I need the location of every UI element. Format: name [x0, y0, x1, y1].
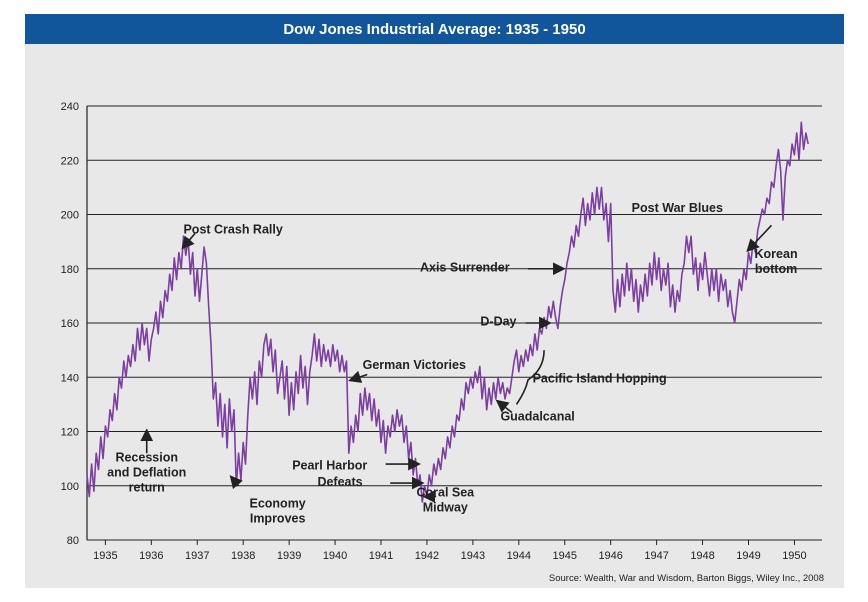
annotation-text: Post Crash Rally — [183, 222, 282, 236]
x-tick-label: 1942 — [415, 550, 439, 562]
annotation-pearl-harbor: Pearl Harbor — [292, 457, 421, 472]
annotation-text: Recession — [115, 450, 178, 464]
y-tick-label: 200 — [61, 210, 79, 222]
annotation-text: Defeats — [317, 475, 362, 489]
x-tick-label: 1949 — [736, 550, 760, 562]
annotation-text: return — [129, 480, 165, 494]
annotation-text: Pacific Island Hopping — [533, 372, 667, 386]
x-tick-label: 1943 — [461, 550, 485, 562]
annotation-text: Midway — [423, 501, 468, 515]
x-tick-label: 1948 — [690, 550, 714, 562]
series — [86, 121, 809, 503]
annotation-post-war-blues: Post War Blues — [632, 201, 723, 215]
annotation-text: German Victories — [363, 358, 466, 372]
annotation-arrow — [229, 475, 243, 490]
annotation-text: Economy — [250, 496, 306, 510]
axes: 80 100 120 140 160 180 200 220 240 1935 1936 1937 19… — [61, 101, 807, 562]
annotation-text: and Deflation — [107, 465, 186, 479]
annotation-post-crash-rally: Post Crash Rally — [181, 222, 283, 250]
x-tick-label: 1940 — [323, 550, 347, 562]
x-tick-label: 1947 — [644, 550, 668, 562]
y-tick-label: 220 — [61, 155, 79, 167]
chart-frame: Dow Jones Industrial Average: 1935 - 195… — [25, 14, 844, 588]
y-tick-label: 240 — [61, 101, 79, 113]
annotation-axis-surrender: Axis Surrender — [420, 260, 566, 276]
annotation-text: Coral Sea — [416, 486, 475, 500]
x-tick-label: 1950 — [782, 550, 806, 562]
x-tick-label: 1941 — [369, 550, 393, 562]
line-chart: 80 100 120 140 160 180 200 220 240 1935 1936 1937 19… — [61, 101, 822, 562]
y-tick-label: 100 — [61, 481, 79, 493]
x-tick-label: 1945 — [553, 550, 577, 562]
x-tick-label: 1935 — [93, 550, 117, 562]
annotation-german-victories: German Victories — [348, 358, 466, 383]
annotation-pacific-island-hopping: Pacific Island Hopping — [533, 372, 667, 386]
annotation-defeats: Defeats — [317, 475, 425, 490]
annotation-text: Post War Blues — [632, 201, 723, 215]
annotation-text: Korean — [755, 247, 798, 261]
annotation-text: Improves — [250, 511, 306, 525]
x-tick-label: 1946 — [598, 550, 622, 562]
annotation-text: bottom — [755, 262, 797, 276]
y-tick-label: 80 — [67, 535, 79, 547]
annotation-arrow — [181, 232, 196, 250]
annotation-text: D-Day — [480, 315, 516, 329]
annotation-arrow — [746, 224, 773, 253]
chart-title: Dow Jones Industrial Average: 1935 - 195… — [25, 14, 844, 44]
annotation-text: Guadalcanal — [500, 410, 574, 424]
dow-series-line — [86, 121, 809, 503]
source-note: Source: Wealth, War and Wisdom, Barton B… — [548, 573, 824, 584]
island-hopping-bracket — [515, 350, 545, 405]
annotation-arrow — [495, 399, 513, 414]
y-tick-label: 140 — [61, 372, 79, 384]
annotation-arrow — [348, 370, 368, 383]
y-tick-label: 160 — [61, 318, 79, 330]
x-tick-label: 1939 — [277, 550, 301, 562]
annotation-text: Pearl Harbor — [292, 458, 367, 472]
annotation-guadalcanal: Guadalcanal — [495, 399, 575, 424]
annotation-d-day: D-Day — [480, 315, 552, 330]
annotation-text: Axis Surrender — [420, 260, 510, 274]
x-tick-label: 1936 — [139, 550, 163, 562]
x-tick-label: 1938 — [231, 550, 255, 562]
y-tick-label: 180 — [61, 264, 79, 276]
x-tick-label: 1937 — [185, 550, 209, 562]
y-tick-label: 120 — [61, 427, 79, 439]
gridlines — [87, 105, 822, 541]
x-tick-label: 1944 — [507, 550, 531, 562]
